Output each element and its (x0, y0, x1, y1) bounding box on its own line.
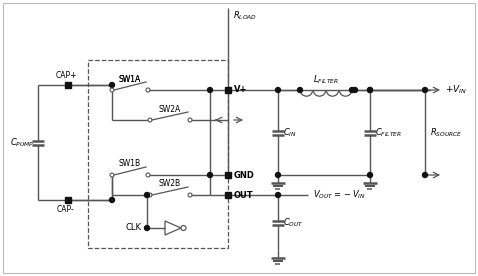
Circle shape (423, 87, 427, 92)
Text: $C_{OUT}$: $C_{OUT}$ (283, 217, 304, 229)
Circle shape (368, 87, 372, 92)
Circle shape (352, 87, 358, 92)
Circle shape (148, 118, 152, 122)
Text: CAP+: CAP+ (55, 71, 77, 81)
Text: $C_{FILTER}$: $C_{FILTER}$ (375, 126, 402, 139)
Text: SW2A: SW2A (159, 105, 181, 113)
Text: OUT: OUT (234, 190, 254, 200)
Circle shape (275, 87, 281, 92)
Circle shape (275, 172, 281, 177)
Bar (65, 197, 71, 203)
Circle shape (188, 118, 192, 122)
Circle shape (144, 192, 150, 198)
Text: SW2B: SW2B (159, 179, 181, 189)
Text: $C_{PUMP}$: $C_{PUMP}$ (10, 136, 34, 149)
Circle shape (146, 173, 150, 177)
Text: GND: GND (234, 171, 255, 179)
Text: SW1B: SW1B (119, 160, 141, 169)
Text: CAP-: CAP- (57, 205, 75, 214)
Circle shape (349, 87, 355, 92)
Text: $L_{FILTER}$: $L_{FILTER}$ (313, 74, 339, 86)
Circle shape (297, 87, 303, 92)
Circle shape (109, 198, 115, 203)
Circle shape (275, 192, 281, 198)
Circle shape (110, 88, 114, 92)
Text: $R_{LOAD}$: $R_{LOAD}$ (233, 10, 257, 22)
Circle shape (368, 172, 372, 177)
Circle shape (109, 83, 115, 87)
Circle shape (146, 88, 150, 92)
Circle shape (207, 87, 213, 92)
Circle shape (181, 225, 186, 230)
Text: $R_{SOURCE}$: $R_{SOURCE}$ (430, 126, 462, 139)
Circle shape (423, 172, 427, 177)
Text: CLK: CLK (126, 224, 142, 232)
Bar (225, 87, 231, 93)
Bar (225, 192, 231, 198)
Text: $V_{OUT} = -V_{IN}$: $V_{OUT} = -V_{IN}$ (313, 189, 366, 201)
Bar (225, 172, 231, 178)
Circle shape (368, 87, 372, 92)
Circle shape (110, 173, 114, 177)
Circle shape (207, 172, 213, 177)
Text: V+: V+ (234, 86, 248, 94)
Text: SW1A: SW1A (119, 75, 141, 84)
Text: SW1A: SW1A (119, 76, 141, 84)
Circle shape (188, 193, 192, 197)
Circle shape (144, 225, 150, 230)
Bar (88, 60, 228, 248)
Bar (65, 82, 71, 88)
Circle shape (148, 193, 152, 197)
Text: $+V_{IN}$: $+V_{IN}$ (445, 84, 467, 96)
Text: $C_{IN}$: $C_{IN}$ (283, 126, 297, 139)
